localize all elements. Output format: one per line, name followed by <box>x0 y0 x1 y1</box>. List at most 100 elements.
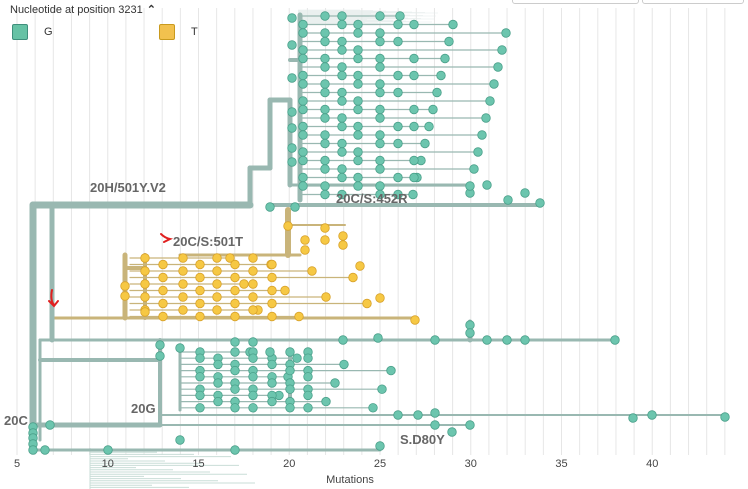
tree-node-t[interactable] <box>300 235 310 245</box>
tree-node-g[interactable] <box>465 181 475 191</box>
tree-node-g[interactable] <box>482 180 492 190</box>
tree-node-t[interactable] <box>195 272 205 283</box>
tree-node-g[interactable] <box>353 172 363 183</box>
tree-node-t[interactable] <box>195 259 205 270</box>
tree-node-g[interactable] <box>175 343 185 353</box>
tree-node-g[interactable] <box>353 70 363 81</box>
tree-node-g[interactable] <box>337 11 347 21</box>
tree-node-g[interactable] <box>485 96 495 106</box>
tree-node-g[interactable] <box>339 359 349 370</box>
tree-node-g[interactable] <box>473 147 483 157</box>
tree-node-t[interactable] <box>178 292 188 302</box>
tree-node-g[interactable] <box>375 53 385 64</box>
tree-node-g[interactable] <box>28 445 38 455</box>
tree-node-t[interactable] <box>212 266 222 276</box>
tree-node-g[interactable] <box>213 396 223 407</box>
tree-node-t[interactable] <box>230 311 240 322</box>
tree-node-g[interactable] <box>409 19 419 30</box>
tree-node-g[interactable] <box>393 19 403 30</box>
tree-node-g[interactable] <box>298 53 308 64</box>
tree-node-t[interactable] <box>320 223 330 233</box>
tree-node-g[interactable] <box>375 441 385 451</box>
tree-node-g[interactable] <box>285 384 295 394</box>
legend-header[interactable]: Nucleotide at position 3231 ⌃ <box>10 3 156 17</box>
tree-node-g[interactable] <box>287 73 297 83</box>
tree-node-g[interactable] <box>430 420 440 430</box>
tree-node-g[interactable] <box>287 13 297 23</box>
tree-node-g[interactable] <box>377 384 387 394</box>
tree-node-t[interactable] <box>158 285 168 296</box>
tree-node-g[interactable] <box>432 87 442 98</box>
tree-node-g[interactable] <box>501 28 511 38</box>
tree-node-t[interactable] <box>120 281 130 291</box>
tree-node-g[interactable] <box>320 138 330 149</box>
tree-node-g[interactable] <box>290 202 300 212</box>
tree-node-g[interactable] <box>413 410 423 420</box>
tree-node-g[interactable] <box>430 408 440 418</box>
tree-node-g[interactable] <box>298 147 308 157</box>
tree-node-t[interactable] <box>195 285 205 296</box>
tree-node-t[interactable] <box>140 307 150 317</box>
tree-node-t[interactable] <box>239 279 249 289</box>
tree-node-t[interactable] <box>280 285 290 296</box>
tree-node-t[interactable] <box>267 298 277 309</box>
tree-node-t[interactable] <box>140 292 150 302</box>
tree-node-t[interactable] <box>140 266 150 276</box>
tree-node-g[interactable] <box>465 320 475 330</box>
tree-node-g[interactable] <box>465 328 475 338</box>
tree-node-t[interactable] <box>338 231 348 241</box>
tree-node-t[interactable] <box>140 279 150 289</box>
tree-node-t[interactable] <box>158 311 168 322</box>
tree-node-g[interactable] <box>647 410 657 420</box>
tree-node-g[interactable] <box>230 403 240 413</box>
tree-node-t[interactable] <box>267 259 277 270</box>
tree-node-g[interactable] <box>720 412 730 422</box>
tree-node-g[interactable] <box>420 138 430 149</box>
tree-node-g[interactable] <box>248 390 258 401</box>
tree-node-g[interactable] <box>353 45 363 55</box>
tree-node-t[interactable] <box>348 272 358 283</box>
tree-node-g[interactable] <box>469 164 479 174</box>
tree-node-g[interactable] <box>321 396 331 407</box>
tree-node-g[interactable] <box>386 365 396 376</box>
tree-node-g[interactable] <box>436 70 446 81</box>
tree-node-g[interactable] <box>353 155 363 166</box>
tree-node-t[interactable] <box>248 266 258 276</box>
tree-node-g[interactable] <box>320 53 330 64</box>
tree-node-g[interactable] <box>424 121 434 132</box>
tree-node-g[interactable] <box>267 378 277 388</box>
tree-node-g[interactable] <box>40 445 50 455</box>
tree-node-t[interactable] <box>178 305 188 315</box>
tree-node-t[interactable] <box>230 272 240 283</box>
tree-node-g[interactable] <box>353 147 363 157</box>
tree-node-g[interactable] <box>248 372 258 382</box>
tree-node-g[interactable] <box>320 113 330 123</box>
tree-node-g[interactable] <box>337 172 347 183</box>
tree-node-g[interactable] <box>337 121 347 132</box>
tree-node-g[interactable] <box>375 36 385 47</box>
tree-node-g[interactable] <box>287 123 297 133</box>
tree-node-g[interactable] <box>375 189 385 200</box>
tree-node-g[interactable] <box>409 172 419 183</box>
tree-node-g[interactable] <box>337 87 347 98</box>
tree-node-g[interactable] <box>338 335 348 345</box>
tree-node-t[interactable] <box>267 272 277 283</box>
tree-node-g[interactable] <box>303 372 313 382</box>
tree-node-t[interactable] <box>178 266 188 276</box>
tree-node-g[interactable] <box>353 53 363 64</box>
tree-node-g[interactable] <box>368 403 378 413</box>
tree-node-g[interactable] <box>447 427 457 437</box>
tree-node-g[interactable] <box>497 45 507 55</box>
tree-node-g[interactable] <box>155 340 165 350</box>
tree-node-g[interactable] <box>393 87 403 98</box>
tree-node-g[interactable] <box>353 104 363 115</box>
tree-node-g[interactable] <box>298 19 308 30</box>
tree-node-g[interactable] <box>320 28 330 38</box>
tree-node-g[interactable] <box>230 445 240 455</box>
tree-node-g[interactable] <box>213 378 223 388</box>
tree-node-g[interactable] <box>409 121 419 132</box>
tree-node-g[interactable] <box>409 53 419 64</box>
tree-node-t[interactable] <box>158 259 168 270</box>
tree-node-g[interactable] <box>175 435 185 445</box>
tree-node-g[interactable] <box>353 28 363 38</box>
